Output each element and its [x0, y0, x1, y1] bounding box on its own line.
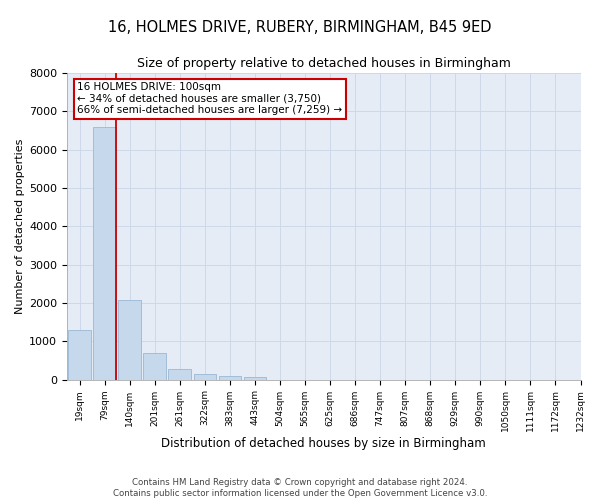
Bar	[143, 353, 166, 380]
X-axis label: Distribution of detached houses by size in Birmingham: Distribution of detached houses by size …	[161, 437, 486, 450]
Bar	[118, 300, 141, 380]
Bar	[169, 370, 191, 380]
Bar	[68, 330, 91, 380]
Text: 16 HOLMES DRIVE: 100sqm
← 34% of detached houses are smaller (3,750)
66% of semi: 16 HOLMES DRIVE: 100sqm ← 34% of detache…	[77, 82, 343, 116]
Bar	[194, 374, 216, 380]
Title: Size of property relative to detached houses in Birmingham: Size of property relative to detached ho…	[137, 58, 511, 70]
Bar	[218, 376, 241, 380]
Bar	[244, 378, 266, 380]
Bar	[94, 126, 116, 380]
Y-axis label: Number of detached properties: Number of detached properties	[15, 138, 25, 314]
Text: Contains HM Land Registry data © Crown copyright and database right 2024.
Contai: Contains HM Land Registry data © Crown c…	[113, 478, 487, 498]
Text: 16, HOLMES DRIVE, RUBERY, BIRMINGHAM, B45 9ED: 16, HOLMES DRIVE, RUBERY, BIRMINGHAM, B4…	[108, 20, 492, 35]
